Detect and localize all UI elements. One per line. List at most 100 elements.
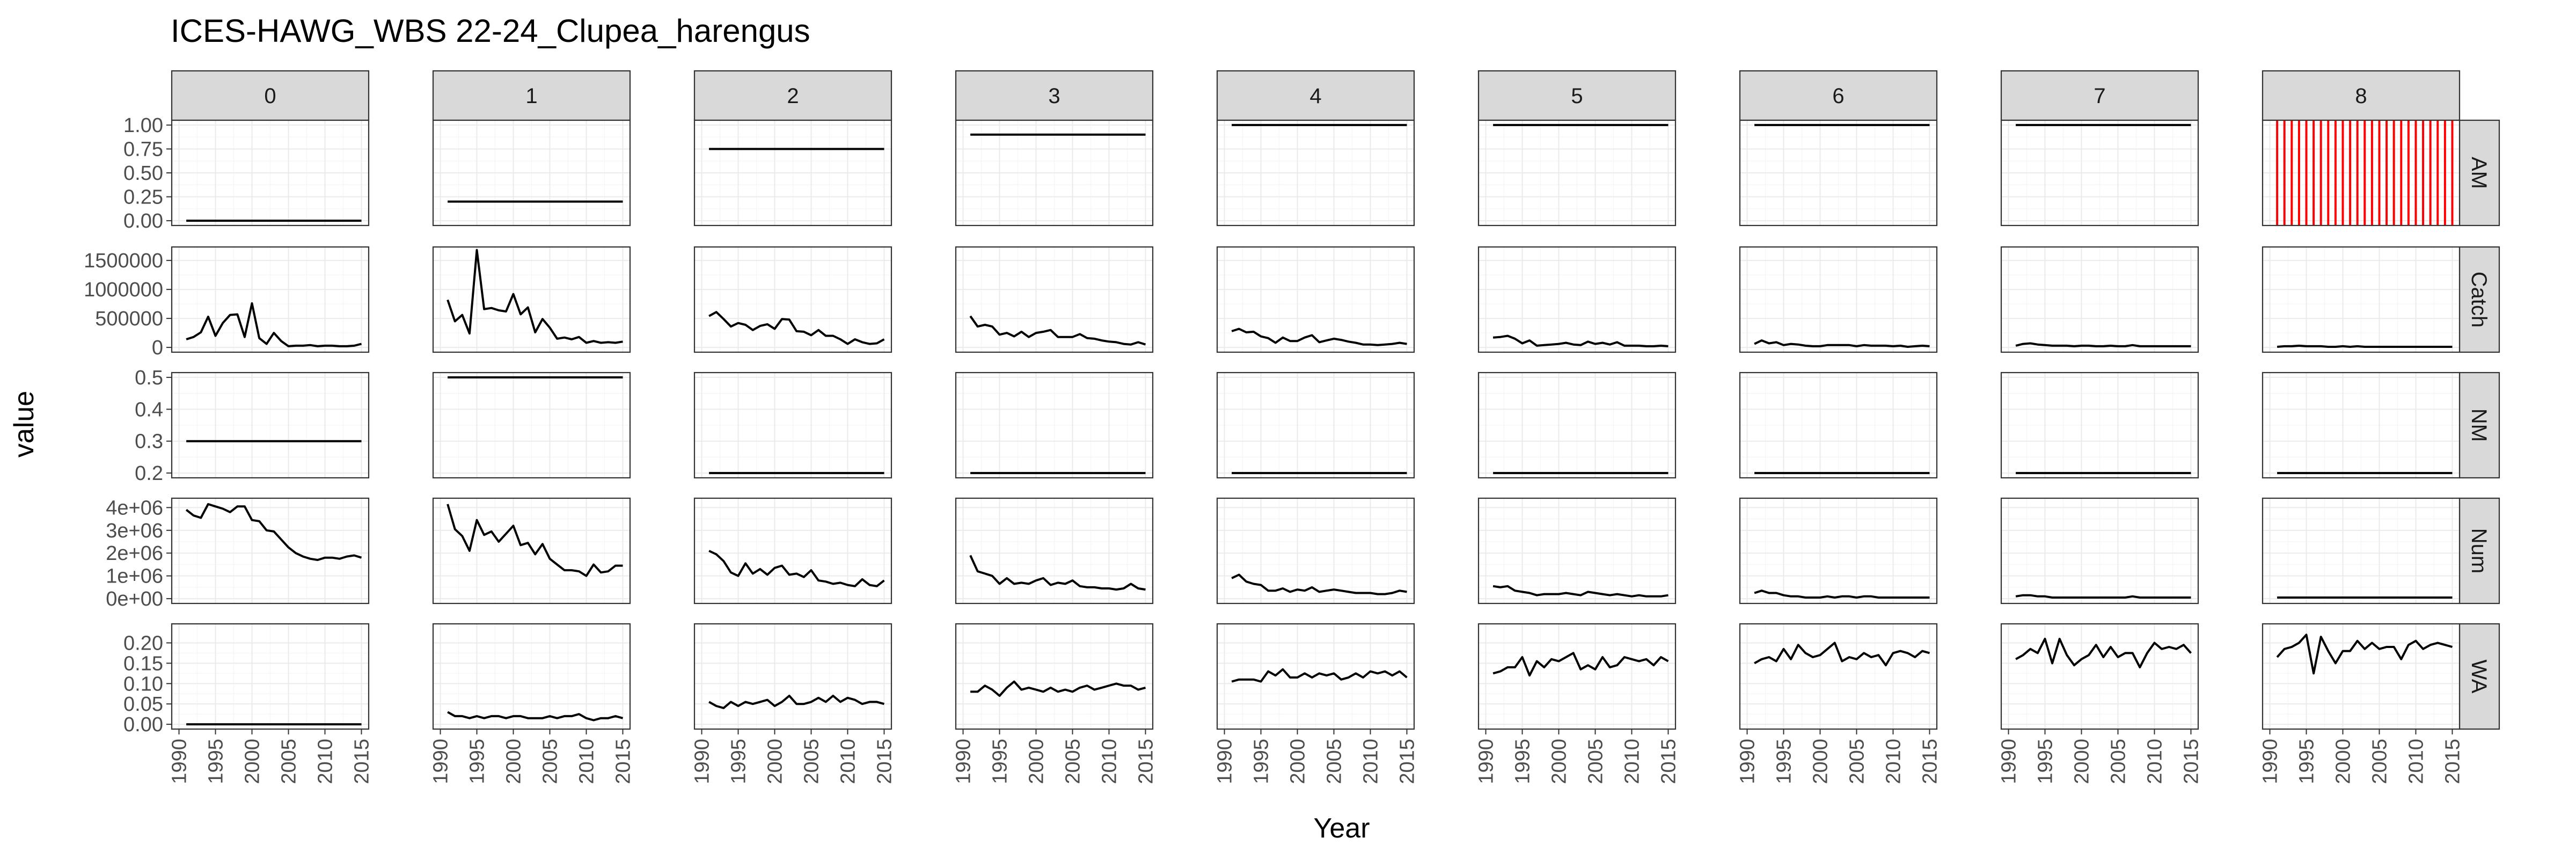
series-line xyxy=(1231,327,1407,346)
series-line xyxy=(1754,339,1930,348)
facet-panel xyxy=(2262,497,2461,605)
series-line xyxy=(2015,637,2192,668)
row-strip-bg xyxy=(2458,246,2500,353)
x-tick-label: 2005 xyxy=(1062,739,1084,784)
x-tick-label: 2015 xyxy=(350,739,373,784)
x-tick-label: 2015 xyxy=(873,739,896,784)
x-tick-label: 1995 xyxy=(1773,739,1796,784)
x-tick-label: 1990 xyxy=(2259,739,2282,784)
panel-border xyxy=(693,246,892,353)
facet-column-strip: 5 xyxy=(1477,70,1677,121)
column-strip-bg xyxy=(432,70,631,121)
panel-border xyxy=(1216,497,1415,605)
facet-panel xyxy=(432,372,631,479)
facet-panel xyxy=(955,497,1154,605)
x-tick-label: 2015 xyxy=(2441,739,2464,784)
facet-column-strip: 8 xyxy=(2262,70,2461,121)
column-strip-label: 8 xyxy=(2355,84,2367,108)
x-tick-label: 2000 xyxy=(503,739,525,784)
facet-column-strip: 3 xyxy=(955,70,1154,121)
x-tick-label: 2010 xyxy=(2143,739,2166,784)
facet-panel xyxy=(955,623,1154,730)
y-axis-title: value xyxy=(9,391,40,457)
panel-border xyxy=(2262,372,2461,479)
facet-panel xyxy=(1216,246,1415,353)
series-line xyxy=(969,555,1146,591)
panel-border xyxy=(432,372,631,479)
facet-panel xyxy=(1216,497,1415,605)
series-line xyxy=(2276,634,2453,675)
facet-panel xyxy=(2262,246,2461,353)
x-tick-label: 1990 xyxy=(1998,739,2021,784)
panel-border xyxy=(171,372,370,479)
facet-row-strip: Catch xyxy=(2458,246,2500,353)
x-tick-label: 1995 xyxy=(2035,739,2057,784)
x-tick-label: 1990 xyxy=(430,739,452,784)
x-tick-label: 2005 xyxy=(2368,739,2391,784)
x-tick-label: 2010 xyxy=(314,739,336,784)
row-strip-bg xyxy=(2458,623,2500,730)
x-tick-label: 2015 xyxy=(1396,739,1418,784)
series-line xyxy=(447,249,623,344)
panel-border xyxy=(1739,497,1938,605)
y-tick-label: 1000000 xyxy=(84,279,163,301)
y-tick-label: 0.3 xyxy=(135,431,163,453)
facet-panel xyxy=(955,119,1154,227)
panel-border xyxy=(171,119,370,227)
column-strip-label: 5 xyxy=(1571,84,1583,108)
facet-row-strip: NM xyxy=(2458,372,2500,479)
y-tick-label: 0.00 xyxy=(123,210,163,232)
facet-column-strip: 6 xyxy=(1739,70,1938,121)
facet-row-strip: AM xyxy=(2458,119,2500,227)
y-tick-label: 1e+06 xyxy=(106,565,163,588)
panel-border xyxy=(432,623,631,730)
y-tick-label: 0.00 xyxy=(123,714,163,736)
x-tick-label: 2000 xyxy=(1026,739,1048,784)
facet-column-strip: 0 xyxy=(171,70,370,121)
x-tick-label: 1995 xyxy=(1512,739,1534,784)
series-line xyxy=(970,680,1146,697)
facet-panel xyxy=(1477,119,1677,227)
y-tick-label: 0.25 xyxy=(123,186,163,209)
row-strip-label: Num xyxy=(2467,528,2491,573)
panel-border xyxy=(432,246,631,353)
series-line xyxy=(2015,594,2191,599)
facet-panel xyxy=(2000,497,2199,605)
facet-column-strip: 4 xyxy=(1216,70,1415,121)
panel-border xyxy=(1216,372,1415,479)
series-line xyxy=(969,315,1146,346)
series-line xyxy=(708,311,885,345)
facet-panel xyxy=(1739,246,1938,353)
x-tick-label: 2000 xyxy=(2071,739,2094,784)
panel-border xyxy=(1477,372,1677,479)
x-tick-label: 1995 xyxy=(2296,739,2318,784)
series-line xyxy=(1231,668,1408,683)
facet-panel xyxy=(1739,623,1938,730)
facet-panel xyxy=(1739,119,1938,227)
panel-border xyxy=(693,497,892,605)
y-tick-label: 0.4 xyxy=(135,398,163,421)
x-tick-label: 2000 xyxy=(764,739,787,784)
y-tick-label: 500000 xyxy=(95,308,163,330)
panel-border xyxy=(1739,372,1938,479)
x-axis-title: Year xyxy=(1313,813,1370,844)
panel-border xyxy=(2000,246,2199,353)
facet-column-strip: 1 xyxy=(432,70,631,121)
facet-panel xyxy=(1739,372,1938,479)
facet-column-strip: 7 xyxy=(2000,70,2199,121)
facet-panel xyxy=(1739,497,1938,605)
x-tick-label: 2010 xyxy=(1359,739,1382,784)
facet-panel xyxy=(693,246,892,353)
panel-border xyxy=(1739,119,1938,227)
x-tick-label: 1990 xyxy=(691,739,714,784)
x-tick-label: 2005 xyxy=(539,739,561,784)
row-strip-bg xyxy=(2458,372,2500,479)
y-tick-label: 0.05 xyxy=(123,693,163,716)
panel-border xyxy=(2000,497,2199,605)
facet-row-strip: Num xyxy=(2458,497,2500,605)
x-tick-label: 2010 xyxy=(2405,739,2427,784)
x-tick-label: 2010 xyxy=(575,739,598,784)
facet-panel xyxy=(1477,246,1677,353)
panel-border xyxy=(1216,246,1415,353)
